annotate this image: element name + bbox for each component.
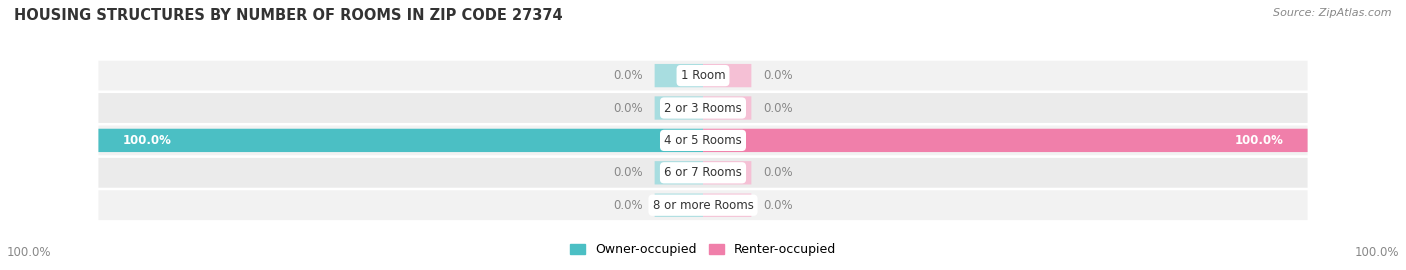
Text: 0.0%: 0.0%	[763, 102, 793, 114]
FancyBboxPatch shape	[655, 194, 703, 217]
Text: 0.0%: 0.0%	[613, 102, 643, 114]
FancyBboxPatch shape	[98, 129, 703, 152]
FancyBboxPatch shape	[703, 161, 751, 184]
Text: 8 or more Rooms: 8 or more Rooms	[652, 199, 754, 212]
Text: 0.0%: 0.0%	[763, 166, 793, 179]
Text: 0.0%: 0.0%	[613, 69, 643, 82]
FancyBboxPatch shape	[655, 161, 703, 184]
Text: 0.0%: 0.0%	[763, 69, 793, 82]
Text: 6 or 7 Rooms: 6 or 7 Rooms	[664, 166, 742, 179]
Text: 0.0%: 0.0%	[763, 199, 793, 212]
FancyBboxPatch shape	[703, 129, 1308, 152]
FancyBboxPatch shape	[655, 64, 703, 87]
Text: 100.0%: 100.0%	[7, 246, 52, 259]
Text: 1 Room: 1 Room	[681, 69, 725, 82]
FancyBboxPatch shape	[98, 126, 1308, 155]
FancyBboxPatch shape	[703, 96, 751, 120]
Text: HOUSING STRUCTURES BY NUMBER OF ROOMS IN ZIP CODE 27374: HOUSING STRUCTURES BY NUMBER OF ROOMS IN…	[14, 8, 562, 23]
Text: 4 or 5 Rooms: 4 or 5 Rooms	[664, 134, 742, 147]
Text: 100.0%: 100.0%	[1354, 246, 1399, 259]
FancyBboxPatch shape	[703, 64, 751, 87]
Text: 100.0%: 100.0%	[1234, 134, 1284, 147]
Text: Source: ZipAtlas.com: Source: ZipAtlas.com	[1274, 8, 1392, 18]
FancyBboxPatch shape	[98, 190, 1308, 220]
Text: 2 or 3 Rooms: 2 or 3 Rooms	[664, 102, 742, 114]
FancyBboxPatch shape	[655, 96, 703, 120]
FancyBboxPatch shape	[98, 158, 1308, 188]
Text: 0.0%: 0.0%	[613, 199, 643, 212]
Legend: Owner-occupied, Renter-occupied: Owner-occupied, Renter-occupied	[565, 238, 841, 261]
FancyBboxPatch shape	[98, 61, 1308, 90]
FancyBboxPatch shape	[98, 93, 1308, 123]
FancyBboxPatch shape	[703, 194, 751, 217]
Text: 0.0%: 0.0%	[613, 166, 643, 179]
Text: 100.0%: 100.0%	[122, 134, 172, 147]
